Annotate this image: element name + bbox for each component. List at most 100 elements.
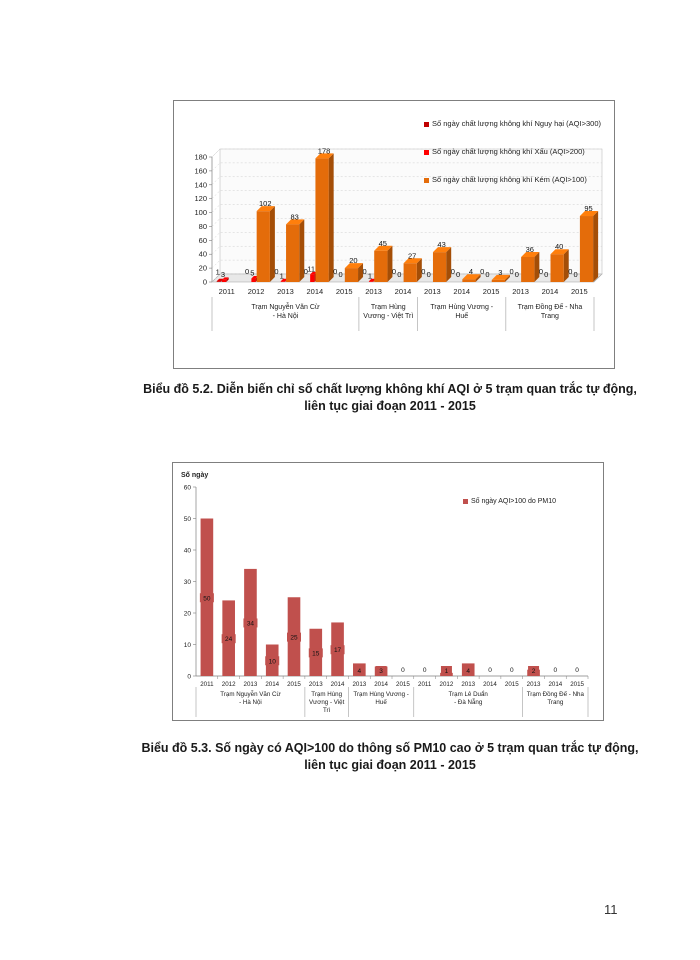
x-tick-label: 2011 [200,681,214,688]
y-tick-label: 100 [194,208,207,217]
bar [462,279,476,282]
group-label: Huế [455,311,468,320]
chart-aqi-caption: Biểu đồ 5.2. Diễn biến chỉ số chất lượng… [143,382,637,413]
gridline [211,176,602,185]
data-label: 0 [574,270,578,279]
bar-top [310,271,317,275]
data-label: 0 [401,667,405,674]
x-tick-label: 2014 [542,287,559,296]
y-tick-label: 60 [184,485,192,492]
legend-item-xau: Số ngày chất lượng không khí Xấu (AQI>20… [424,147,585,156]
group-label: Trạm Hùng Vương - [353,691,408,698]
chart-pm10-frame: Số ngày 0 10 20 30 40 50 60 50 2011 24 2012 34 2013 10… [172,462,604,721]
data-label: 1 [280,271,284,280]
bar [286,224,300,282]
x-tick-label: 2013 [424,287,441,296]
data-label: 27 [408,251,416,260]
data-label: 0 [245,267,249,276]
data-label: 15 [312,650,320,657]
data-label: 45 [379,239,387,248]
data-label: 102 [259,199,272,208]
gridline [211,232,602,241]
y-axis-title: Số ngày [181,471,208,479]
bar-top [403,258,422,264]
bar-top [251,276,259,279]
data-label: 0 [456,270,460,279]
group-label: Trạm Lê Duẩn [449,691,489,698]
bar-top [432,247,452,253]
chart-aqi-frame: 0 20 40 60 80 100 120 140 160 180 1 3 2011 0 5 102 2012 0… [173,100,615,369]
data-label: 0 [488,667,492,674]
data-label: 20 [349,256,357,265]
gridline [211,148,602,158]
data-label: 0 [509,267,513,276]
x-tick-label: 2015 [505,681,519,688]
data-label-bg [462,666,474,675]
bar [521,257,535,282]
data-label: 3 [498,268,502,277]
data-label: 0 [568,267,572,276]
legend-item-nguy-hai: Số ngày chất lượng không khí Nguy hại (A… [424,119,601,128]
data-label: 0 [333,267,337,276]
gridline [211,204,602,213]
data-label: 4 [358,668,362,675]
bar-top [550,249,569,255]
x-tick-label: 2014 [548,681,562,688]
bar-side [299,219,305,282]
y-tick-label: 50 [184,516,192,523]
bar-side [593,211,599,282]
group-label: Trạm Đồng Đế - Nha [518,302,583,311]
data-label-bg [199,593,214,603]
data-label: 10 [269,658,277,665]
data-label: 0 [338,270,342,279]
data-label-bg [528,666,540,675]
group-label: Trạm Đồng Đế - Nha [527,691,585,698]
data-label: 1 [368,271,372,280]
x-tick-label: 2015 [396,681,410,688]
data-label-bg [440,666,452,675]
data-label: 4 [469,267,473,276]
x-tick-label: 2015 [483,287,500,296]
bar-side [446,247,452,282]
group-label: - Hà Nội [239,699,262,706]
bar [315,158,329,282]
group-label: - Đà Nẵng [454,699,483,706]
y-tick-label: 60 [199,236,207,245]
data-label: 2 [532,668,536,675]
gridline [211,190,602,199]
bar-top [280,278,288,282]
data-label: 36 [526,245,534,254]
data-label: 0 [510,667,514,674]
bar-side [328,153,334,282]
legend-swatch-kem [424,177,429,183]
data-label: 0 [480,267,484,276]
y-tick-label: 30 [184,579,192,586]
bar-top [221,277,229,280]
x-tick-label: 2015 [571,287,588,296]
data-label: 17 [334,647,342,654]
data-label-bg [243,618,258,628]
data-label: 0 [421,267,425,276]
bar [344,268,359,282]
bar-top [315,153,334,159]
x-tick-label: 2014 [374,681,388,688]
data-label: 0 [427,270,431,279]
bar [432,252,447,282]
group-label: Huế [375,699,387,706]
x-tick-label: 2013 [461,681,475,688]
x-tick-label: 2012 [440,681,454,688]
bar-top [368,278,376,282]
y-tick-label: 10 [184,642,192,649]
data-label-bg [308,648,323,658]
y-tick-label: 80 [199,222,207,231]
x-tick-label: 2013 [365,287,382,296]
chart-pm10-caption: Biểu đồ 5.3. Số ngày có AQI>100 do thông… [141,741,639,772]
data-label: 43 [437,240,445,249]
chart-pm10: Số ngày010203040506050201124201234201310… [181,471,589,717]
bar-top [286,219,305,225]
group-label: Trang [547,699,563,706]
data-label: 0 [575,667,579,674]
legend-item-pm10: Số ngày AQI>100 do PM10 [463,498,556,505]
x-tick-label: 2012 [222,681,236,688]
bar-side [563,249,569,282]
